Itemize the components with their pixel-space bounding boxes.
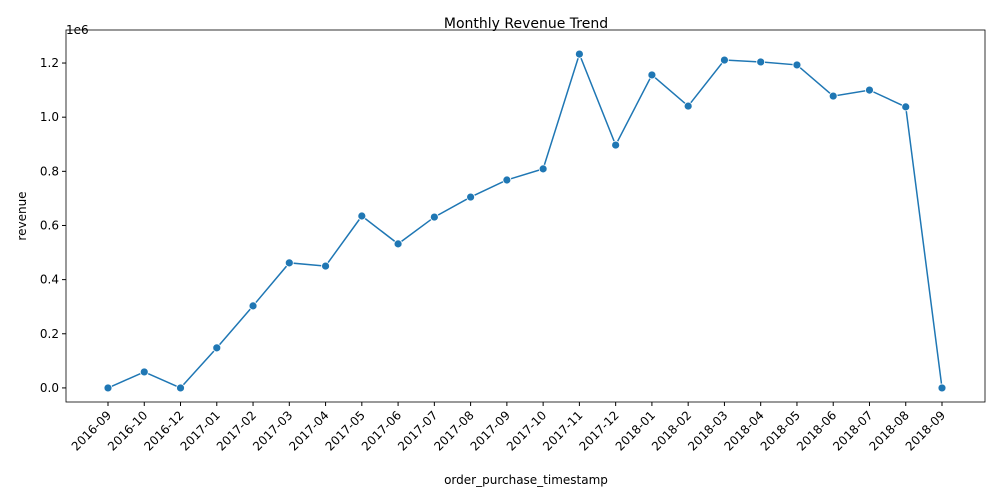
marker bbox=[321, 261, 330, 271]
marker bbox=[865, 85, 874, 95]
marker bbox=[792, 60, 802, 70]
marker bbox=[937, 383, 947, 393]
marker bbox=[720, 55, 729, 65]
marker bbox=[538, 164, 548, 174]
marker bbox=[393, 239, 403, 249]
marker bbox=[611, 140, 621, 150]
y-tick-label: 0.0 bbox=[40, 381, 59, 395]
marker bbox=[176, 383, 185, 393]
marker bbox=[466, 192, 476, 202]
marker bbox=[828, 91, 838, 101]
marker bbox=[756, 57, 766, 67]
marker bbox=[429, 212, 439, 222]
marker bbox=[284, 258, 294, 268]
plot-frame bbox=[65, 29, 986, 403]
marker bbox=[212, 343, 222, 353]
marker bbox=[103, 383, 113, 393]
y-tick-label: 1.2 bbox=[40, 56, 59, 70]
y-tick-label: 0.2 bbox=[40, 327, 59, 341]
marker bbox=[647, 70, 657, 80]
x-axis-label: order_purchase_timestamp bbox=[444, 473, 608, 487]
marker bbox=[901, 102, 911, 112]
y-tick-label: 0.4 bbox=[40, 273, 59, 287]
y-tick-label: 0.6 bbox=[40, 218, 59, 232]
y-tick-label: 0.8 bbox=[40, 164, 59, 178]
marker bbox=[139, 367, 149, 377]
marker bbox=[574, 49, 584, 59]
chart-title: Monthly Revenue Trend bbox=[444, 16, 608, 32]
marker bbox=[683, 101, 693, 111]
line bbox=[107, 51, 943, 389]
marker bbox=[248, 301, 258, 311]
marker bbox=[357, 211, 367, 221]
y-axis-label: revenue bbox=[15, 191, 29, 240]
marker bbox=[502, 175, 512, 185]
y-tick-label: 1.0 bbox=[40, 110, 59, 124]
